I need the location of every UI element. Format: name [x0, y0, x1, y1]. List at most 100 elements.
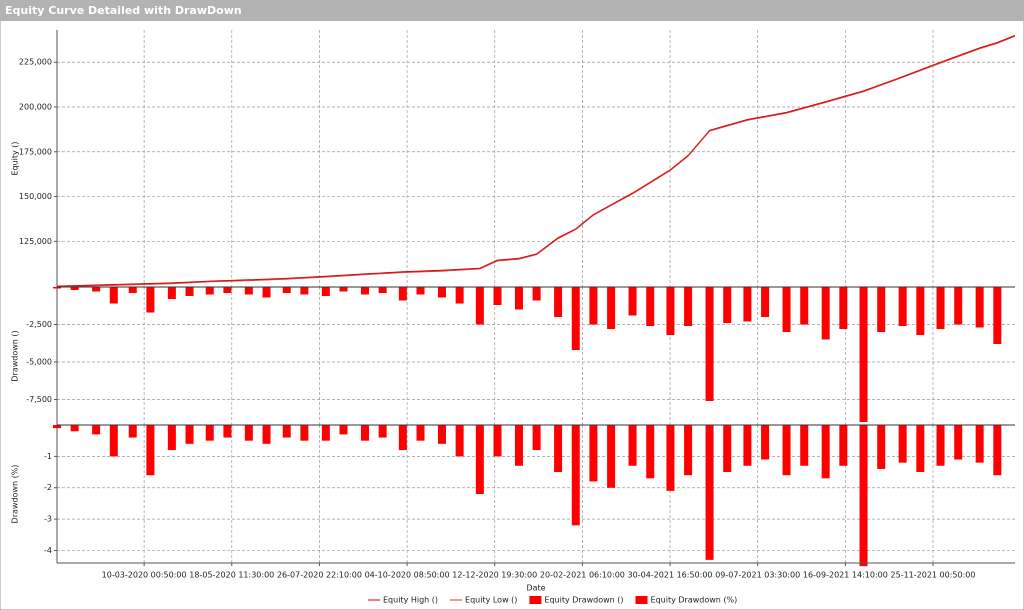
- drawdown-bar: [916, 425, 925, 473]
- drawdown-bar: [493, 425, 502, 457]
- drawdown-bar: [185, 425, 194, 444]
- drawdown-bar: [666, 425, 675, 491]
- drawdown-bar: [514, 287, 523, 310]
- drawdown-bar: [109, 287, 118, 304]
- x-tick-label: 18-05-2020 11:30:00: [189, 571, 274, 580]
- drawdown-bar: [300, 287, 309, 295]
- drawdown-bar: [554, 425, 563, 473]
- drawdown-bar: [761, 287, 770, 317]
- drawdown-bar: [954, 287, 963, 325]
- equity-line: [56, 35, 1016, 288]
- drawdown-bar: [628, 287, 637, 316]
- drawdown-bar: [877, 425, 886, 469]
- drawdown-bar: [975, 425, 984, 463]
- drawdown-bar: [554, 287, 563, 317]
- drawdown-bar: [244, 287, 253, 295]
- drawdown-bar: [378, 287, 387, 293]
- drawdown-bar: [146, 287, 155, 313]
- drawdown-bar: [859, 425, 868, 567]
- window-title: Equity Curve Detailed with DrawDown: [5, 4, 242, 17]
- drawdown-bar: [993, 425, 1002, 476]
- title-bar: [0, 0, 1024, 21]
- legend-label: Equity High (): [383, 596, 438, 605]
- drawdown-bar: [571, 287, 580, 350]
- drawdown-bar: [205, 287, 214, 295]
- drawdown-bar: [339, 425, 348, 435]
- drawdown-bar: [416, 425, 425, 441]
- drawdown-bar: [723, 425, 732, 473]
- drawdown-bar: [398, 425, 407, 451]
- x-tick-label: 12-12-2020 19:30:00: [452, 571, 537, 580]
- y-tick-label: -5,000: [26, 358, 52, 367]
- drawdown-bar: [532, 287, 541, 301]
- y-tick-label: 150,000: [19, 192, 52, 201]
- drawdown-bar: [514, 425, 523, 466]
- y-tick-label: 175,000: [19, 147, 52, 156]
- legend-swatch: [635, 596, 648, 604]
- x-tick-label: 04-10-2020 08:50:00: [365, 571, 450, 580]
- drawdown-bar: [475, 287, 484, 325]
- x-tick-label: 25-11-2021 00:50:00: [891, 571, 976, 580]
- equity-line: [56, 34, 1016, 287]
- drawdown-bar: [839, 287, 848, 329]
- y-axis-label: Drawdown (): [11, 330, 20, 381]
- drawdown-bar: [954, 425, 963, 460]
- drawdown-bar: [398, 287, 407, 301]
- y-tick-label: 125,000: [19, 237, 52, 246]
- drawdown-bar: [53, 425, 61, 429]
- y-tick-label: -1: [44, 452, 52, 461]
- drawdown-bar: [92, 425, 101, 435]
- drawdown-bar: [378, 425, 387, 438]
- y-tick-label: 225,000: [19, 58, 52, 67]
- drawdown-bar: [128, 425, 137, 438]
- drawdown-bar: [705, 287, 714, 401]
- drawdown-bar: [898, 425, 907, 463]
- drawdown-bar: [571, 425, 580, 526]
- y-tick-label: -2: [44, 483, 52, 492]
- drawdown-bar: [628, 425, 637, 466]
- x-tick-label: 26-07-2020 22:10:00: [277, 571, 362, 580]
- y-tick-label: -2,500: [26, 320, 52, 329]
- drawdown-bar: [761, 425, 770, 460]
- drawdown-bar: [455, 425, 464, 457]
- drawdown-bar: [607, 287, 616, 329]
- drawdown-bar: [898, 287, 907, 326]
- drawdown-bar: [109, 425, 118, 457]
- drawdown-bar: [743, 425, 752, 466]
- drawdown-bar: [282, 287, 291, 293]
- drawdown-bar: [223, 425, 232, 438]
- drawdown-bar: [666, 287, 675, 335]
- drawdown-bar: [70, 425, 79, 432]
- drawdown-bar: [975, 287, 984, 328]
- drawdown-bar: [800, 425, 809, 466]
- legend-label: Equity Drawdown (%): [651, 596, 738, 605]
- drawdown-bar: [607, 425, 616, 488]
- drawdown-bar: [282, 425, 291, 438]
- drawdown-bar: [167, 425, 176, 451]
- x-axis-label: Date: [526, 584, 545, 593]
- drawdown-bar: [705, 425, 714, 560]
- drawdown-bar: [589, 287, 598, 325]
- drawdown-bar: [839, 425, 848, 466]
- drawdown-bar: [360, 425, 369, 441]
- drawdown-bar: [821, 287, 830, 340]
- drawdown-bar: [339, 287, 348, 292]
- y-tick-label: 200,000: [19, 103, 52, 112]
- drawdown-bar: [437, 287, 446, 298]
- drawdown-bar: [262, 287, 271, 298]
- drawdown-bar: [782, 425, 791, 476]
- drawdown-bar: [128, 287, 137, 293]
- drawdown-bar: [223, 287, 232, 293]
- drawdown-bar: [92, 287, 101, 292]
- drawdown-bar: [300, 425, 309, 441]
- x-tick-label: 09-07-2021 03:30:00: [715, 571, 800, 580]
- y-tick-label: -7,500: [26, 395, 52, 404]
- y-axis-label: Drawdown (%): [11, 465, 20, 524]
- drawdown-bar: [475, 425, 484, 494]
- y-tick-label: -3: [44, 515, 52, 524]
- drawdown-bar: [205, 425, 214, 441]
- drawdown-bar: [493, 287, 502, 305]
- x-tick-label: 30-04-2021 16:50:00: [628, 571, 713, 580]
